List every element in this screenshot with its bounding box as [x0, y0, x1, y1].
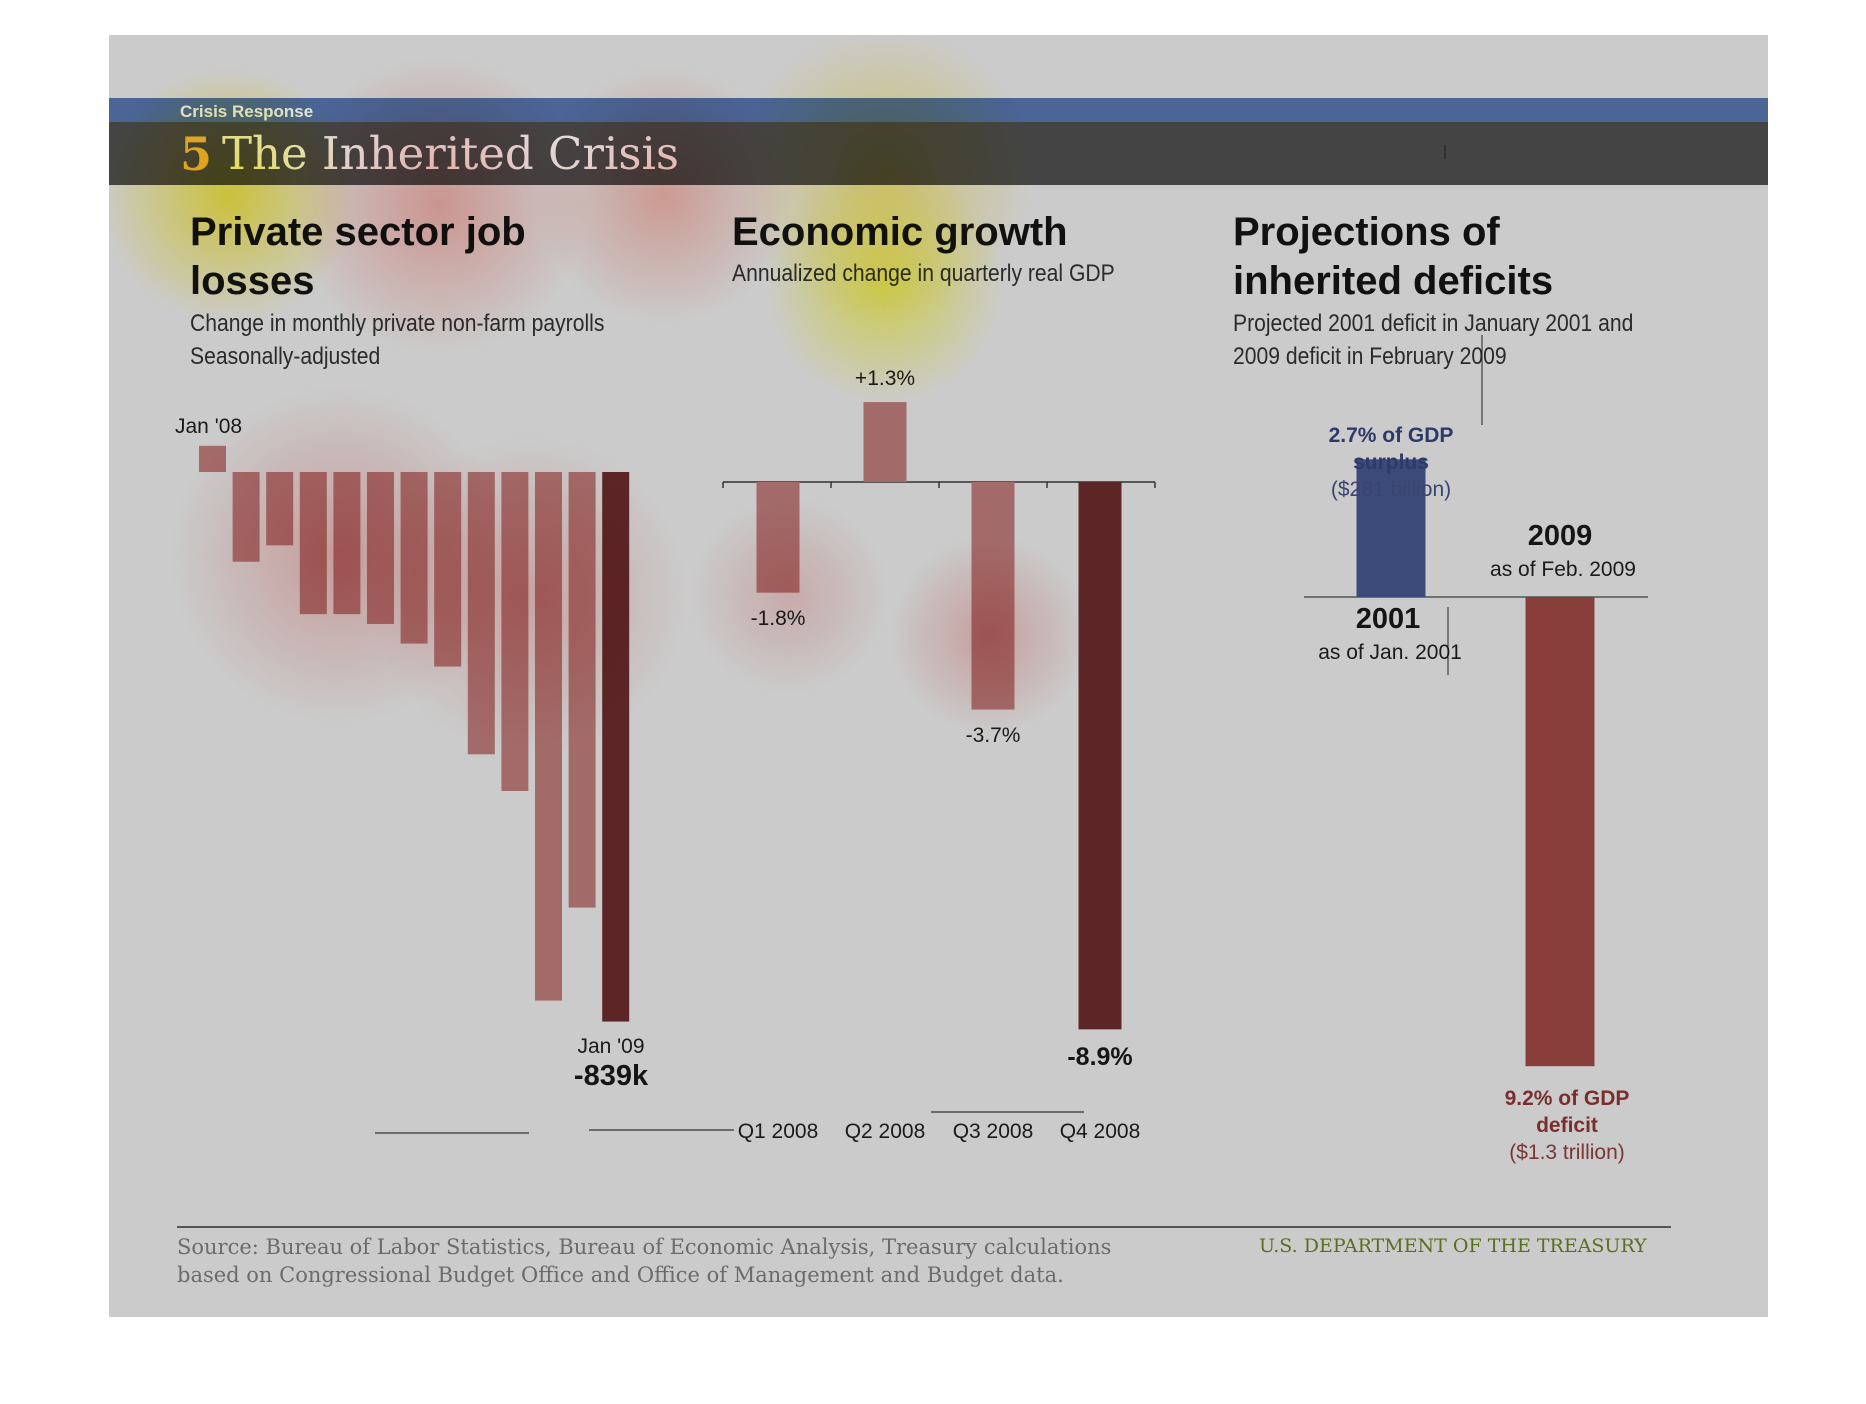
deficit-label-2: deficit: [1536, 1114, 1598, 1137]
gdp-bar: [863, 402, 907, 482]
jobs-bar: [535, 472, 562, 1001]
jobs-bar: [199, 445, 226, 472]
deficit-chart-subtitle-1: Projected 2001 deficit in January 2001 a…: [1233, 310, 1634, 337]
jobs-bar: [400, 472, 428, 644]
jobs-first-label: Jan '08: [175, 415, 243, 438]
jobs-last-value: -839k: [573, 1060, 649, 1092]
jobs-bar: [367, 472, 394, 624]
deficit-label-1: 9.2% of GDP: [1504, 1087, 1630, 1110]
deficit-chart-title: Projections of inherited deficits: [1233, 210, 1554, 303]
gdp-label-q4: -8.9%: [1067, 1043, 1133, 1071]
jobs-bar: [232, 472, 260, 562]
footer-divider: [177, 1226, 1671, 1228]
surplus-label-2: surplus: [1353, 451, 1429, 474]
surplus-label-1: 2.7% of GDP: [1328, 424, 1454, 447]
slide: Crisis Response 5 The Inherited Crisis P…: [109, 35, 1768, 1317]
deficit-label: 9.2% of GDP deficit ($1.3 trillion): [1505, 1085, 1630, 1166]
gdp-label-q3: -3.7%: [965, 724, 1021, 747]
charts-canvas: [199, 145, 1648, 1134]
gdp-bar: [1078, 482, 1122, 1030]
jobs-bar: [602, 472, 630, 1022]
gdp-label-q1: -1.8%: [750, 607, 806, 630]
jobs-last-label: Jan '09: [577, 1035, 645, 1058]
year-2001-note: as of Jan. 2001: [1318, 641, 1462, 664]
jobs-bar: [299, 472, 327, 615]
deficit-bar: [1525, 597, 1595, 1067]
jobs-chart-subtitle-2: Seasonally-adjusted: [190, 343, 381, 370]
surplus-label: 2.7% of GDP surplus ($281 billion): [1329, 422, 1454, 503]
source-note: Source: Bureau of Labor Statistics, Bure…: [177, 1235, 1112, 1287]
deficit-amount: ($1.3 trillion): [1509, 1141, 1625, 1164]
surplus-bar: [1356, 459, 1426, 597]
year-2009-note: as of Feb. 2009: [1490, 558, 1636, 581]
jobs-bar: [568, 472, 596, 908]
gdp-cat-q1: Q1 2008: [737, 1120, 819, 1143]
jobs-bar: [333, 472, 361, 615]
deficit-chart-subtitle-2: 2009 deficit in February 2009: [1233, 343, 1507, 370]
jobs-bar: [434, 472, 462, 667]
gdp-bar: [971, 482, 1015, 710]
year-2001-label: 2001: [1355, 603, 1421, 635]
jobs-bar: [501, 472, 529, 791]
gdp-label-q2: +1.3%: [854, 367, 916, 390]
gdp-cat-q2: Q2 2008: [844, 1120, 926, 1143]
year-2009-label: 2009: [1527, 520, 1593, 552]
agency-name: U.S. DEPARTMENT OF THE TREASURY: [1259, 1235, 1647, 1257]
gdp-cat-q3: Q3 2008: [952, 1120, 1034, 1143]
jobs-bar: [467, 472, 495, 755]
jobs-bar: [266, 472, 294, 546]
surplus-amount: ($281 billion): [1330, 478, 1452, 501]
gdp-bar: [756, 482, 800, 593]
gdp-cat-q4: Q4 2008: [1059, 1120, 1141, 1143]
